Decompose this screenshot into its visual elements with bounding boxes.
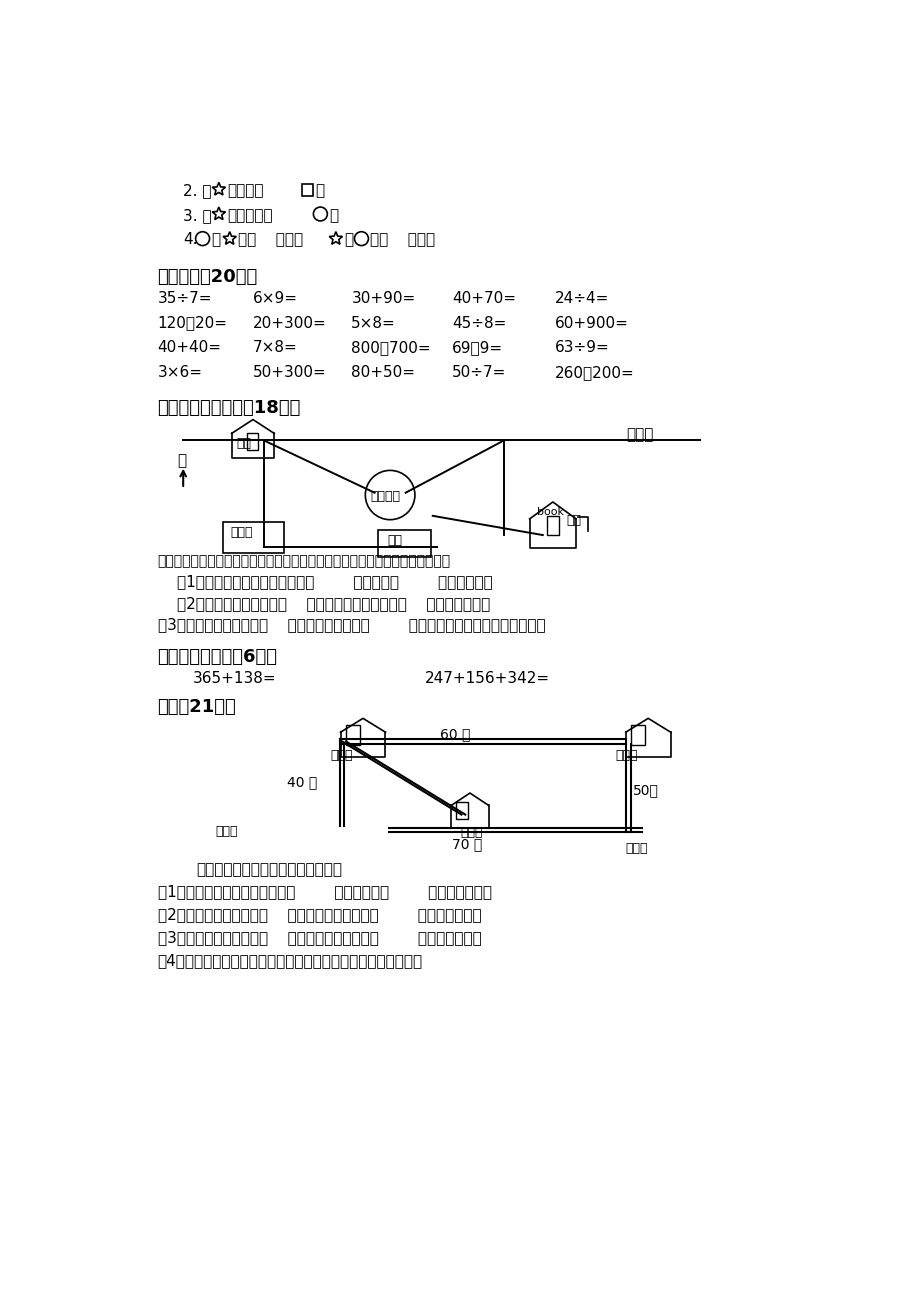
Bar	[456, 802, 467, 819]
Text: 60+900=: 60+900=	[554, 315, 628, 331]
Text: 4.: 4.	[183, 233, 198, 247]
Text: 50+300=: 50+300=	[253, 365, 326, 380]
Text: 小狗家: 小狗家	[615, 749, 638, 762]
Bar	[246, 432, 257, 450]
Text: 在: 在	[210, 233, 220, 247]
Text: 七、（21分）: 七、（21分）	[157, 698, 236, 716]
Text: 120－20=: 120－20=	[157, 315, 227, 331]
Text: 35÷7=: 35÷7=	[157, 290, 212, 306]
Text: 花店: 花店	[388, 534, 403, 547]
Text: （2）小猪从家出发，向（    ）走到小狗家，再向（        ）走到小猿家。: （2）小猪从家出发，向（ ）走到小狗家，再向（ ）走到小猿家。	[157, 907, 481, 922]
Text: 书店: 书店	[565, 514, 581, 527]
Circle shape	[365, 470, 414, 519]
Text: 。: 。	[314, 184, 323, 198]
Bar	[301, 184, 313, 195]
Text: book: book	[536, 506, 563, 517]
Text: 3×6=: 3×6=	[157, 365, 202, 380]
Text: 365+138=: 365+138=	[192, 672, 276, 686]
Text: 247+156+342=: 247+156+342=	[425, 672, 550, 686]
Text: 40 米: 40 米	[287, 775, 317, 789]
Text: 60 米: 60 米	[440, 728, 471, 742]
Text: 。: 。	[329, 208, 337, 223]
Text: 小兔家: 小兔家	[460, 827, 482, 840]
Text: 50米: 50米	[632, 783, 658, 797]
Text: 衔心花园: 衔心花园	[370, 490, 401, 503]
Text: 40+70=: 40+70=	[451, 290, 516, 306]
Text: 小猪家: 小猪家	[330, 749, 353, 762]
Text: （3）从甜品屋出发，向（    ）走到花店，再向（        ）走到书店，再向北走到电影院。: （3）从甜品屋出发，向（ ）走到花店，再向（ ）走到书店，再向北走到电影院。	[157, 617, 545, 633]
Text: 260－200=: 260－200=	[554, 365, 633, 380]
Text: 电影院: 电影院	[626, 427, 653, 443]
Text: 3. 在: 3. 在	[183, 208, 211, 223]
Bar	[223, 522, 284, 553]
Bar	[378, 530, 431, 557]
Text: 69－9=: 69－9=	[451, 340, 503, 355]
Text: 四、看路线图填空（18分）: 四、看路线图填空（18分）	[157, 398, 301, 417]
Text: （2）从甜品屋出发，向（    ）走到衡心花园，再向（    ）走到电影院。: （2）从甜品屋出发，向（ ）走到衡心花园，再向（ ）走到电影院。	[176, 596, 490, 611]
Text: 的（    ）面，: 的（ ）面，	[238, 233, 303, 247]
Text: 三、口算（20分）: 三、口算（20分）	[157, 268, 257, 286]
Text: 80+50=: 80+50=	[351, 365, 414, 380]
Text: 的西面画: 的西面画	[227, 184, 264, 198]
Text: 24÷4=: 24÷4=	[554, 290, 608, 306]
Text: 的东北面画: 的东北面画	[227, 208, 273, 223]
Text: 小鹿家: 小鹿家	[216, 825, 238, 838]
Text: 在: 在	[344, 233, 353, 247]
Text: 63÷9=: 63÷9=	[554, 340, 608, 355]
Text: 50÷7=: 50÷7=	[451, 365, 506, 380]
Text: （1）从甜品屋出发，向北走到（        ），再向（        ）走到电影院: （1）从甜品屋出发，向北走到（ ），再向（ ）走到电影院	[176, 574, 493, 590]
Text: 红红从甜品屋出发到电影院，她可以有三种走法。请把红红的行走路线填完整。: 红红从甜品屋出发到电影院，她可以有三种走法。请把红红的行走路线填完整。	[157, 555, 450, 569]
Text: 800－700=: 800－700=	[351, 340, 430, 355]
Text: 5×8=: 5×8=	[351, 315, 396, 331]
Text: 6×9=: 6×9=	[253, 290, 298, 306]
Text: 45÷8=: 45÷8=	[451, 315, 506, 331]
Text: 40+40=: 40+40=	[157, 340, 221, 355]
Bar	[546, 516, 559, 535]
Text: （3）小猪从家出发，向（    ）走到小兔家，再向（        ）走到小猿家。: （3）小猪从家出发，向（ ）走到小兔家，再向（ ）走到小猿家。	[157, 930, 481, 945]
Bar	[346, 725, 359, 745]
Text: 2. 在: 2. 在	[183, 184, 211, 198]
Text: 甜品屋: 甜品屋	[231, 526, 253, 539]
Text: 30+90=: 30+90=	[351, 290, 415, 306]
Text: 布店: 布店	[236, 436, 252, 449]
Bar	[630, 725, 644, 745]
Text: 小猪要到小猴家玩，它可以怎么走？: 小猪要到小猴家玩，它可以怎么走？	[196, 862, 342, 878]
Text: 六、列竖式计算（6分）: 六、列竖式计算（6分）	[157, 648, 278, 667]
Text: 小猴家: 小猴家	[624, 841, 647, 854]
Text: 的（    ）面。: 的（ ）面。	[369, 233, 435, 247]
Text: 北: 北	[176, 453, 186, 467]
Text: （4）在上面三种走法中，你觉得小猪怎样走，到小猿家会近些？: （4）在上面三种走法中，你觉得小猪怎样走，到小猿家会近些？	[157, 953, 423, 969]
Text: （1）小猪从家出发，向南走到（        ）家，再向（        ）走到小猿家。: （1）小猪从家出发，向南走到（ ）家，再向（ ）走到小猿家。	[157, 884, 491, 898]
Text: 20+300=: 20+300=	[253, 315, 326, 331]
Text: 7×8=: 7×8=	[253, 340, 298, 355]
Text: 70 米: 70 米	[451, 837, 482, 852]
